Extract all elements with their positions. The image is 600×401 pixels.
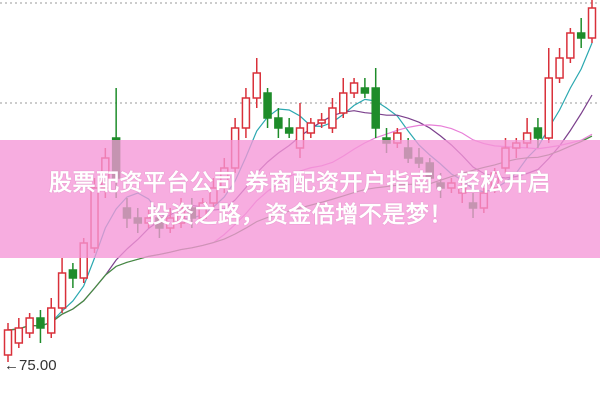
candle: [555, 48, 564, 83]
candle-body: [566, 32, 575, 59]
candle: [306, 118, 316, 138]
candle-body: [241, 97, 251, 129]
title-banner: 股票配资平台公司 券商配资开户指南：轻松开启 投资之路，资金倍增不是梦！: [0, 140, 600, 258]
candle-body: [576, 32, 586, 39]
candle: [252, 58, 261, 108]
banner-line-2: 投资之路，资金倍增不是梦！: [147, 202, 453, 228]
candle-body: [36, 317, 45, 329]
candle-body: [252, 72, 261, 99]
candle: [349, 78, 359, 98]
candle: [14, 318, 24, 348]
candle-body: [533, 127, 543, 139]
arrow-left-icon: ←: [4, 357, 19, 374]
candle: [371, 68, 380, 138]
candle-body: [68, 269, 78, 279]
candle-body: [57, 272, 67, 309]
candle-body: [3, 329, 13, 356]
candle: [328, 98, 337, 133]
candle: [25, 313, 34, 338]
candle-body: [263, 92, 272, 119]
low-price-label: 75.00: [19, 357, 57, 374]
candle: [68, 263, 78, 288]
candle: [57, 258, 67, 313]
candle: [263, 88, 272, 128]
candle: [566, 28, 575, 63]
banner-line-1: 股票配资平台公司 券商配资开户指南：轻松开启: [48, 170, 551, 196]
candle-body: [317, 119, 326, 124]
candle-body: [274, 117, 283, 129]
candle-body: [371, 87, 380, 129]
candle-body: [47, 307, 56, 334]
candle-body: [14, 327, 24, 344]
candle-body: [555, 57, 564, 79]
candle: [360, 78, 370, 98]
candle-body: [328, 107, 337, 129]
candle: [284, 118, 294, 138]
candle-body: [544, 77, 553, 139]
candle-body: [339, 92, 348, 114]
candle: [587, 0, 597, 43]
low-price-marker: ←75.00: [4, 357, 57, 374]
candle-body: [360, 87, 370, 94]
candle: [544, 48, 553, 143]
candle-body: [284, 127, 294, 134]
candle: [576, 18, 586, 48]
candle-body: [349, 82, 359, 94]
candle: [274, 108, 283, 138]
candle: [317, 113, 326, 128]
candle-body: [306, 122, 316, 134]
candle: [241, 88, 251, 138]
candle: [339, 78, 348, 118]
candle: [47, 298, 56, 338]
candle-body: [587, 7, 597, 39]
candle: [36, 310, 45, 343]
candle: [3, 323, 13, 362]
candle-body: [25, 317, 34, 334]
